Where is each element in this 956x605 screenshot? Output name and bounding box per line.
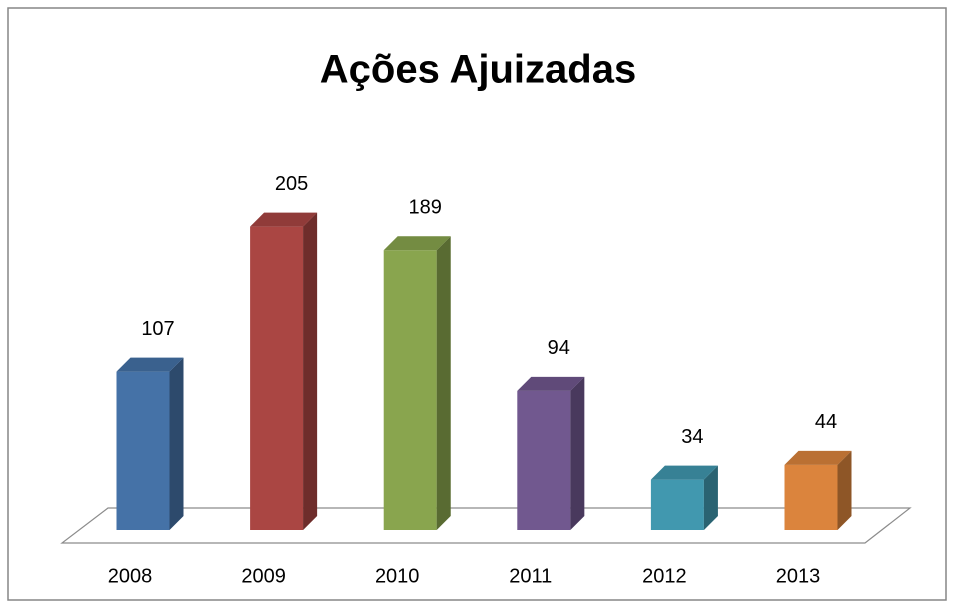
bar (650, 465, 718, 530)
bar (784, 450, 852, 530)
bar-top-shade (383, 236, 451, 251)
bar-side (703, 465, 718, 530)
x-tick-label: 2012 (642, 565, 687, 587)
bar-top (383, 236, 451, 251)
bar (250, 212, 318, 530)
x-tick-label: 2011 (509, 565, 552, 587)
bar-front (517, 390, 571, 530)
bar-front (383, 250, 437, 530)
bar-side (303, 212, 318, 530)
value-label: 205 (275, 173, 308, 195)
bar-side-shade (570, 376, 585, 530)
bar (383, 236, 451, 530)
value-label: 34 (681, 426, 703, 448)
bar (517, 376, 585, 530)
bar-front (650, 479, 704, 530)
bar-top (517, 376, 585, 391)
bar-side (436, 236, 451, 530)
bar-side-shade (837, 450, 852, 530)
value-label: 44 (815, 411, 837, 433)
bar-top-shade (784, 450, 852, 465)
bar-side-shade (703, 465, 718, 530)
bar-top-shade (116, 357, 184, 372)
value-label: 189 (409, 197, 442, 219)
bar-side (169, 357, 184, 530)
x-tick-label: 2010 (375, 565, 420, 587)
floor (60, 507, 912, 544)
bar-side (837, 450, 852, 530)
bar-side-shade (436, 236, 451, 530)
x-tick-label: 2013 (776, 565, 821, 587)
chart-title: Ações Ajuizadas (320, 48, 636, 92)
bar-top (250, 212, 318, 227)
bar-top (784, 450, 852, 465)
bar-side-shade (303, 212, 318, 530)
bar-top (116, 357, 184, 372)
bar-side-shade (169, 357, 184, 530)
bar-top-shade (650, 465, 718, 480)
value-label: 94 (548, 337, 570, 359)
bar-side (570, 376, 585, 530)
x-tick-label: 2009 (241, 565, 286, 587)
bar-front (250, 226, 304, 530)
bar-front (784, 464, 838, 530)
bar-front (116, 371, 170, 530)
value-label: 107 (141, 318, 174, 340)
bar-top-shade (517, 376, 585, 391)
bar-top (650, 465, 718, 480)
x-tick-label: 2008 (108, 565, 153, 587)
bar-top-shade (250, 212, 318, 227)
bar (116, 357, 184, 530)
